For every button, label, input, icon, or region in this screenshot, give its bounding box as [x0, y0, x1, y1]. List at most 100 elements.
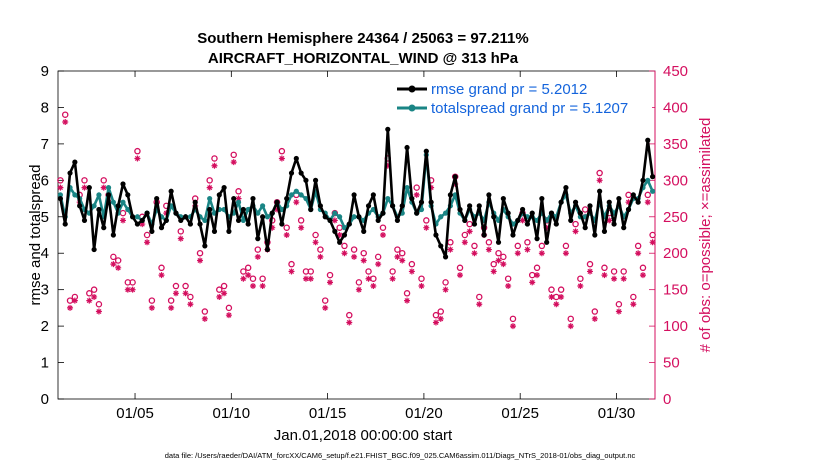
rmse-point: [423, 148, 429, 154]
obs-assimilated-marker: [211, 162, 218, 169]
obs-possible-marker: [86, 290, 93, 297]
rmse-point: [380, 210, 386, 216]
y-right-tick-label: 0: [663, 391, 671, 408]
obs-assimilated-marker: [172, 290, 179, 297]
rmse-point: [649, 174, 656, 180]
obs-possible-marker: [90, 286, 98, 293]
obs-assimilated-marker: [139, 221, 146, 228]
y-axis-left-label: rmse and totalspread: [27, 165, 44, 306]
obs-assimilated-marker: [514, 250, 521, 257]
rmse-point: [635, 199, 641, 205]
obs-assimilated-marker: [298, 224, 305, 231]
obs-assimilated-marker: [630, 301, 637, 308]
rmse-point: [438, 243, 444, 249]
obs-possible-marker: [100, 177, 107, 184]
rmse-point: [125, 192, 131, 198]
obs-possible-marker: [129, 279, 136, 286]
obs-possible-marker: [403, 290, 411, 297]
rmse-line: [59, 128, 654, 259]
obs-possible-marker: [283, 224, 290, 231]
x-tick-label: 01/10: [213, 405, 251, 422]
obs-possible-marker: [538, 242, 546, 250]
obs-assimilated-marker: [620, 275, 627, 282]
rmse-point: [264, 246, 271, 253]
legend-totalspread-marker: [408, 104, 416, 112]
rmse-point: [91, 246, 97, 253]
obs-assimilated-marker: [168, 304, 175, 311]
rmse-point: [553, 221, 559, 227]
rmse-point: [216, 192, 222, 198]
obs-assimilated-marker: [148, 304, 155, 311]
x-axis: 01/05 01/10 01/15 01/20 01/25 01/30: [116, 71, 635, 422]
rmse-point: [481, 232, 487, 238]
rmse-point: [365, 203, 372, 209]
rmse-point: [158, 225, 165, 231]
obs-assimilated-marker: [187, 301, 194, 308]
obs-possible-marker: [630, 293, 637, 301]
rmse-point: [587, 203, 593, 209]
obs-assimilated-marker: [288, 268, 295, 275]
y-right-tick-label: 200: [663, 245, 688, 262]
obs-assimilated-marker: [408, 268, 415, 275]
obs-assimilated-marker: [351, 253, 358, 260]
rmse-point: [442, 254, 449, 260]
totalspread-point: [207, 195, 213, 202]
obs-possible-marker: [490, 260, 497, 268]
rmse-point: [433, 232, 439, 238]
obs-assimilated-marker: [529, 279, 536, 286]
rmse-point: [616, 195, 622, 202]
x-tick-label: 01/20: [405, 405, 443, 422]
obs-assimilated-marker: [158, 272, 165, 279]
obs-assimilated-marker: [124, 286, 131, 293]
plot-area: [57, 70, 656, 400]
obs-possible-marker: [442, 279, 449, 286]
obs-possible-marker: [495, 249, 502, 257]
obs-possible-marker: [471, 242, 478, 250]
obs-assimilated-marker: [355, 286, 362, 293]
rmse-point: [72, 159, 78, 165]
rmse-point: [105, 192, 112, 198]
obs-possible-marker: [220, 282, 228, 290]
obs-assimilated-marker: [71, 297, 78, 304]
obs-possible-marker: [509, 315, 517, 323]
rmse-point: [471, 221, 478, 227]
y-axis-left: 0 1 2 3 4 5 6 7 8 9: [41, 63, 64, 408]
rmse-point: [418, 199, 425, 205]
obs-assimilated-marker: [437, 315, 444, 322]
obs-assimilated-marker: [399, 257, 406, 264]
obs-assimilated-marker: [129, 286, 136, 293]
obs-assimilated-marker: [341, 250, 348, 257]
obs-assimilated-marker: [413, 191, 420, 198]
obs-possible-marker: [485, 239, 493, 246]
obs-assimilated-marker: [110, 261, 117, 268]
rmse-point: [77, 203, 83, 209]
obs-assimilated-marker: [81, 184, 88, 191]
obs-assimilated-marker: [86, 297, 93, 304]
obs-assimilated-marker: [283, 232, 290, 238]
rmse-point: [250, 195, 256, 202]
x-tick-label: 01/15: [309, 405, 347, 422]
obs-assimilated-marker: [509, 323, 516, 330]
obs-possible-marker: [581, 206, 589, 213]
obs-possible-marker: [201, 308, 209, 315]
totalspread-point: [72, 192, 78, 198]
rmse-point: [544, 239, 550, 245]
obs-assimilated-marker: [562, 250, 569, 257]
totalspread-point: [240, 217, 246, 224]
obs-possible-marker: [110, 253, 117, 261]
rmse-point: [467, 203, 473, 209]
rmse-point: [81, 217, 88, 224]
obs-assimilated-marker: [442, 286, 449, 293]
obs-possible-marker: [533, 264, 541, 272]
y-left-tick-label: 7: [41, 136, 49, 153]
obs-possible-marker: [394, 246, 401, 253]
obs-possible-marker: [244, 264, 252, 272]
obs-assimilated-marker: [269, 224, 276, 231]
obs-possible-marker: [649, 231, 656, 239]
x-tick-label: 01/25: [501, 405, 539, 422]
rmse-point: [317, 203, 323, 209]
rmse-point: [298, 170, 304, 176]
rmse-point: [520, 206, 526, 213]
rmse-point: [284, 195, 290, 202]
